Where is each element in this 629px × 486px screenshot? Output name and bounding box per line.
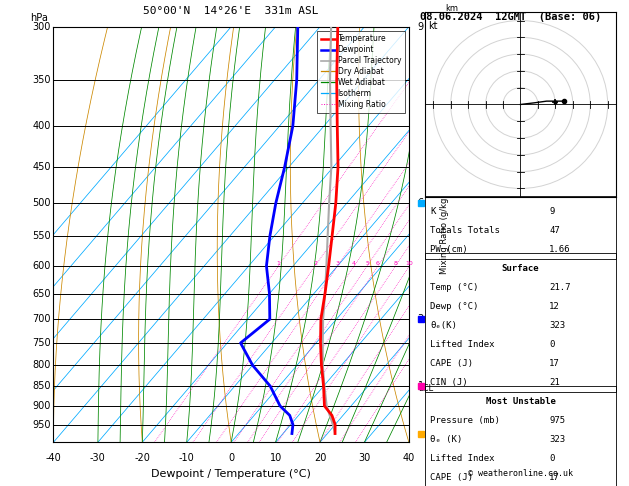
Text: -40: -40 — [45, 452, 62, 463]
Text: Dewpoint / Temperature (°C): Dewpoint / Temperature (°C) — [151, 469, 311, 479]
Text: 300: 300 — [32, 22, 50, 32]
Text: Surface: Surface — [502, 264, 539, 273]
Text: 50°00'N  14°26'E  331m ASL: 50°00'N 14°26'E 331m ASL — [143, 6, 319, 17]
Text: Pressure (mb): Pressure (mb) — [430, 417, 500, 425]
Text: CAPE (J): CAPE (J) — [430, 473, 474, 482]
Text: kt: kt — [428, 20, 438, 31]
Text: 450: 450 — [32, 162, 50, 172]
Text: 9: 9 — [549, 208, 555, 216]
Text: 4: 4 — [352, 261, 356, 266]
Text: 08.06.2024  12GMT  (Base: 06): 08.06.2024 12GMT (Base: 06) — [420, 12, 601, 22]
Text: 900: 900 — [32, 401, 50, 411]
Text: 10: 10 — [269, 452, 282, 463]
Text: 850: 850 — [32, 381, 50, 391]
Text: km
ASL: km ASL — [443, 4, 459, 22]
Text: Lifted Index: Lifted Index — [430, 340, 495, 349]
Text: 10: 10 — [406, 261, 413, 266]
Text: PW (cm): PW (cm) — [430, 245, 468, 254]
Text: 400: 400 — [32, 121, 50, 131]
Text: -10: -10 — [179, 452, 194, 463]
Text: 550: 550 — [32, 231, 50, 241]
Text: 5: 5 — [365, 261, 369, 266]
Text: 47: 47 — [549, 226, 560, 235]
Text: 0: 0 — [549, 454, 555, 463]
Text: -30: -30 — [90, 452, 106, 463]
Text: 3: 3 — [418, 314, 424, 324]
Text: Dewp (°C): Dewp (°C) — [430, 302, 479, 312]
Text: LCL: LCL — [418, 383, 433, 393]
Text: 975: 975 — [549, 417, 565, 425]
Text: 323: 323 — [549, 321, 565, 330]
Text: 700: 700 — [32, 314, 50, 324]
Text: 17: 17 — [549, 359, 560, 368]
Text: 17: 17 — [549, 473, 560, 482]
Text: 650: 650 — [32, 289, 50, 298]
Text: Temp (°C): Temp (°C) — [430, 283, 479, 292]
Text: CAPE (J): CAPE (J) — [430, 359, 474, 368]
Text: 800: 800 — [32, 360, 50, 370]
Text: 350: 350 — [32, 75, 50, 85]
Text: 0: 0 — [228, 452, 234, 463]
Text: 30: 30 — [359, 452, 370, 463]
Text: Totals Totals: Totals Totals — [430, 226, 500, 235]
Text: 12: 12 — [549, 302, 560, 312]
Text: 9: 9 — [418, 22, 424, 32]
Text: © weatheronline.co.uk: © weatheronline.co.uk — [468, 469, 573, 478]
Text: 950: 950 — [32, 419, 50, 430]
Text: hPa: hPa — [30, 13, 48, 22]
Text: 1.66: 1.66 — [549, 245, 571, 254]
Text: θₑ (K): θₑ (K) — [430, 435, 462, 444]
Text: 2: 2 — [313, 261, 317, 266]
Legend: Temperature, Dewpoint, Parcel Trajectory, Dry Adiabat, Wet Adiabat, Isotherm, Mi: Temperature, Dewpoint, Parcel Trajectory… — [317, 31, 405, 113]
Text: CIN (J): CIN (J) — [430, 378, 468, 387]
Text: 21.7: 21.7 — [549, 283, 571, 292]
Text: -20: -20 — [135, 452, 150, 463]
Text: Lifted Index: Lifted Index — [430, 454, 495, 463]
Text: 6: 6 — [376, 261, 380, 266]
Text: Most Unstable: Most Unstable — [486, 398, 555, 406]
Text: 20: 20 — [314, 452, 326, 463]
Text: 8: 8 — [394, 261, 398, 266]
Text: 40: 40 — [403, 452, 415, 463]
Text: 750: 750 — [32, 338, 50, 348]
Text: 500: 500 — [32, 198, 50, 208]
Text: 1: 1 — [277, 261, 281, 266]
Text: 6: 6 — [418, 198, 424, 208]
Text: Mixing Ratio (g/kg): Mixing Ratio (g/kg) — [440, 195, 449, 274]
Text: 600: 600 — [32, 261, 50, 271]
Text: 3: 3 — [336, 261, 340, 266]
Text: 1: 1 — [418, 381, 424, 391]
Text: θₑ(K): θₑ(K) — [430, 321, 457, 330]
Text: 21: 21 — [549, 378, 560, 387]
Text: 323: 323 — [549, 435, 565, 444]
Text: 0: 0 — [549, 340, 555, 349]
Text: K: K — [430, 208, 436, 216]
